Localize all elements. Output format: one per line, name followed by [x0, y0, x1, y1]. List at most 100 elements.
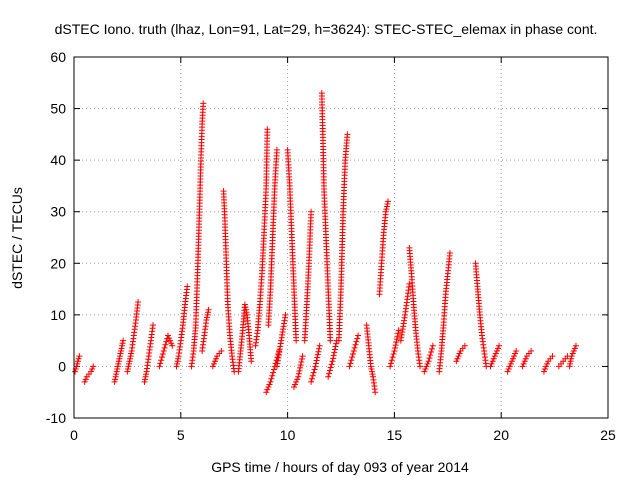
plus-marker	[425, 358, 432, 365]
arc-23	[346, 332, 362, 370]
plus-marker	[489, 358, 496, 365]
plus-marker	[541, 366, 548, 373]
plus-marker	[540, 368, 547, 375]
arc-3	[124, 298, 142, 375]
plus-marker	[298, 356, 305, 363]
plus-marker	[313, 357, 320, 364]
arc-4	[141, 322, 157, 385]
plus-marker	[493, 347, 500, 354]
plus-marker	[316, 342, 323, 349]
plus-marker	[509, 355, 516, 362]
plus-marker	[316, 345, 323, 352]
plus-marker	[156, 363, 163, 370]
plus-marker	[88, 368, 95, 375]
plus-marker	[351, 344, 358, 351]
plus-marker	[522, 355, 529, 362]
y-tick-label: 20	[50, 255, 66, 271]
plus-marker	[242, 304, 249, 311]
plus-marker	[115, 358, 122, 365]
arc-19	[308, 342, 323, 385]
plus-marker	[507, 360, 514, 367]
plus-marker	[572, 342, 579, 349]
plus-marker	[299, 353, 306, 360]
plus-marker	[331, 346, 338, 353]
plus-marker	[311, 366, 318, 373]
plus-marker	[446, 249, 453, 256]
plus-marker	[74, 358, 81, 365]
arc-32	[472, 260, 490, 370]
plus-marker	[528, 347, 535, 354]
plus-marker	[348, 357, 355, 364]
arc-33	[487, 342, 503, 370]
plus-marker	[382, 208, 389, 215]
plus-marker	[346, 363, 353, 370]
plus-marker	[349, 351, 356, 358]
plus-marker	[395, 330, 402, 337]
plus-marker	[248, 358, 255, 365]
plus-marker	[455, 353, 462, 360]
arc-14	[265, 146, 280, 329]
plus-marker	[270, 366, 277, 373]
plus-marker	[116, 355, 123, 362]
plus-marker	[175, 355, 182, 362]
plus-marker	[347, 360, 354, 367]
plus-marker	[263, 389, 270, 396]
y-tick-label: 0	[58, 358, 66, 374]
plus-marker	[127, 353, 134, 360]
plus-marker	[75, 355, 82, 362]
plus-marker	[174, 358, 181, 365]
plus-marker	[328, 361, 335, 368]
plus-marker	[135, 298, 142, 305]
plus-marker	[326, 370, 333, 377]
plot-frame	[73, 56, 609, 419]
plus-marker	[128, 350, 135, 357]
plus-marker	[387, 360, 394, 367]
arc-5	[156, 332, 176, 370]
plus-marker	[511, 353, 518, 360]
plus-marker	[506, 363, 513, 370]
plus-marker	[421, 368, 428, 375]
plus-marker	[205, 306, 212, 313]
x-tick-label: 10	[280, 427, 296, 443]
y-tick-label: 50	[50, 101, 66, 117]
plus-marker	[117, 347, 124, 354]
plus-marker	[568, 353, 575, 360]
plus-marker	[350, 347, 357, 354]
plus-marker	[521, 358, 528, 365]
plus-marker	[81, 378, 88, 385]
plus-marker	[243, 309, 250, 316]
plus-marker	[124, 368, 131, 375]
plus-marker	[174, 360, 181, 367]
arc-28	[406, 244, 424, 370]
plus-marker	[159, 351, 166, 358]
plus-marker	[569, 350, 576, 357]
plus-marker	[490, 355, 497, 362]
plus-marker	[160, 347, 167, 354]
plus-marker	[428, 345, 435, 352]
plus-marker	[520, 360, 527, 367]
plus-marker	[162, 341, 169, 348]
plus-marker	[424, 360, 431, 367]
plus-marker	[392, 342, 399, 349]
plus-marker	[114, 363, 121, 370]
plus-marker	[308, 378, 315, 385]
plus-marker	[205, 309, 212, 316]
plus-marker	[566, 363, 573, 370]
plus-marker	[571, 345, 578, 352]
plus-marker	[368, 366, 375, 373]
arc-27	[397, 280, 413, 344]
y-axis-label: dSTEC / TECUs	[9, 187, 25, 289]
plus-marker	[126, 358, 133, 365]
plus-marker	[158, 357, 165, 364]
plus-marker	[120, 337, 127, 344]
plus-marker	[111, 378, 118, 385]
arc-12	[252, 126, 271, 349]
plus-marker	[269, 372, 276, 379]
plus-marker	[297, 361, 304, 368]
plus-marker	[325, 373, 332, 380]
plus-marker	[264, 126, 271, 133]
grid	[74, 57, 608, 418]
plus-marker	[117, 350, 124, 357]
plus-marker	[168, 340, 175, 347]
